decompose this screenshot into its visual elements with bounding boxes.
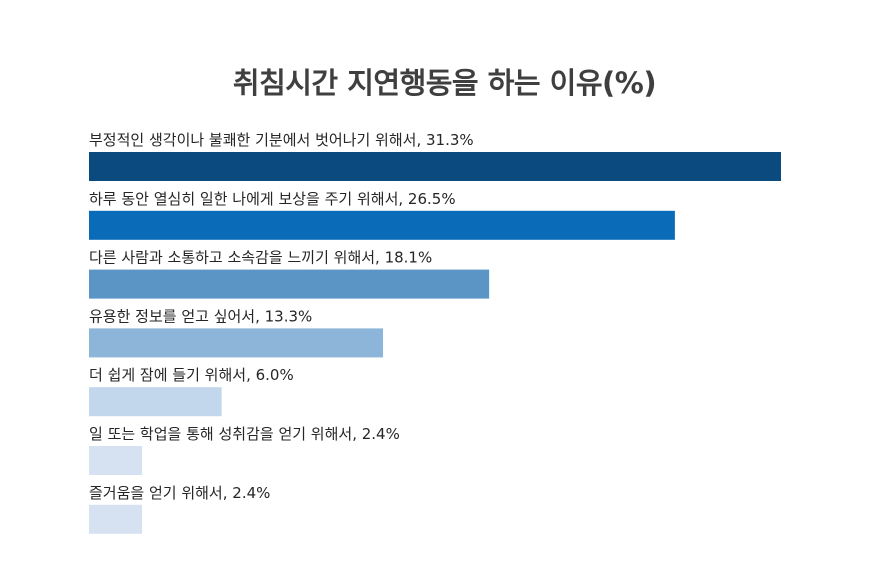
bar-label: 부정적인 생각이나 불쾌한 기분에서 벗어나기 위해서, 31.3% <box>89 131 474 149</box>
bar <box>89 152 781 181</box>
bar <box>89 210 675 240</box>
bar <box>89 328 384 358</box>
bar <box>89 387 222 417</box>
bar-label: 즐거움을 얻기 위해서, 2.4% <box>89 484 270 502</box>
bar-label: 다른 사람과 소통하고 소속감을 느끼기 위해서, 18.1% <box>89 249 432 267</box>
bar-label: 일 또는 학업을 통해 성취감을 얻기 위해서, 2.4% <box>89 425 400 443</box>
bar-label: 유용한 정보를 얻고 싶어서, 13.3% <box>89 307 312 325</box>
bar <box>89 446 143 475</box>
bar <box>89 504 143 534</box>
bar-label: 하루 동안 열심히 일한 나에게 보상을 주기 위해서, 26.5% <box>89 190 456 208</box>
bar-label: 더 쉽게 잠에 들기 위해서, 6.0% <box>89 366 294 384</box>
bar <box>89 269 490 299</box>
chart-title: 취침시간 지연행동을 하는 이유(%) <box>232 66 657 100</box>
